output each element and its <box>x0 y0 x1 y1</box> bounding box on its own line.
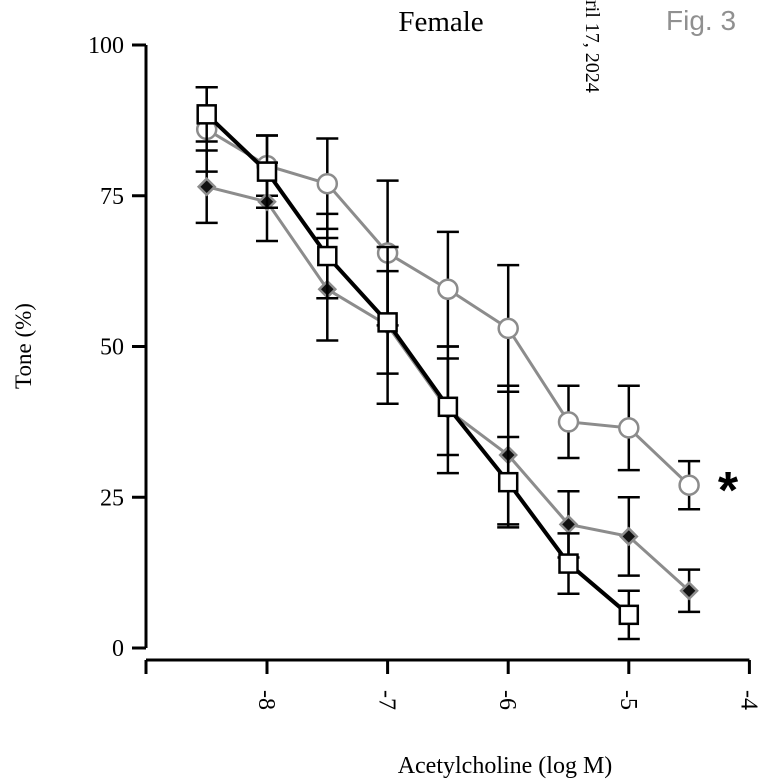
x-tick-label: -5 <box>615 690 641 710</box>
data-point <box>679 580 699 601</box>
y-tick-label: 0 <box>112 636 124 662</box>
figure-label: Fig. 3 <box>666 5 736 36</box>
data-point <box>678 474 700 496</box>
data-point <box>557 411 580 433</box>
data-point <box>256 161 278 182</box>
series-line <box>205 112 631 617</box>
data-point <box>316 172 339 195</box>
y-axis-label: Tone (%) <box>11 303 36 389</box>
data-point <box>618 417 640 439</box>
x-tick-label: -7 <box>374 690 400 710</box>
y-tick-label: 100 <box>88 33 124 59</box>
axes: 0 25 50 75 100 -8 -7 -6 -5 -4 <box>88 33 761 710</box>
data-point <box>437 278 459 300</box>
chart-title: Female <box>398 6 483 38</box>
data-point <box>437 396 459 418</box>
x-tick-label: -6 <box>494 690 520 710</box>
data-point <box>377 312 398 333</box>
series-layer <box>195 85 701 641</box>
y-tick-label: 75 <box>100 184 124 210</box>
data-point <box>619 526 639 547</box>
series-square <box>195 85 640 641</box>
data-point <box>497 471 519 493</box>
data-point <box>618 604 640 626</box>
data-point <box>196 176 217 197</box>
x-axis-label: Acetylcholine (log M) <box>398 753 613 779</box>
data-point <box>317 245 338 267</box>
data-point <box>558 553 579 574</box>
y-tick-label: 25 <box>100 485 124 511</box>
data-point <box>497 317 519 340</box>
x-tick-label: -8 <box>253 690 279 710</box>
significance-marker: * <box>718 462 739 520</box>
data-point <box>196 104 217 125</box>
margin-text: ril 17, 2024 <box>581 0 603 93</box>
y-tick-label: 50 <box>100 335 124 361</box>
x-tick-label: -4 <box>735 690 761 710</box>
